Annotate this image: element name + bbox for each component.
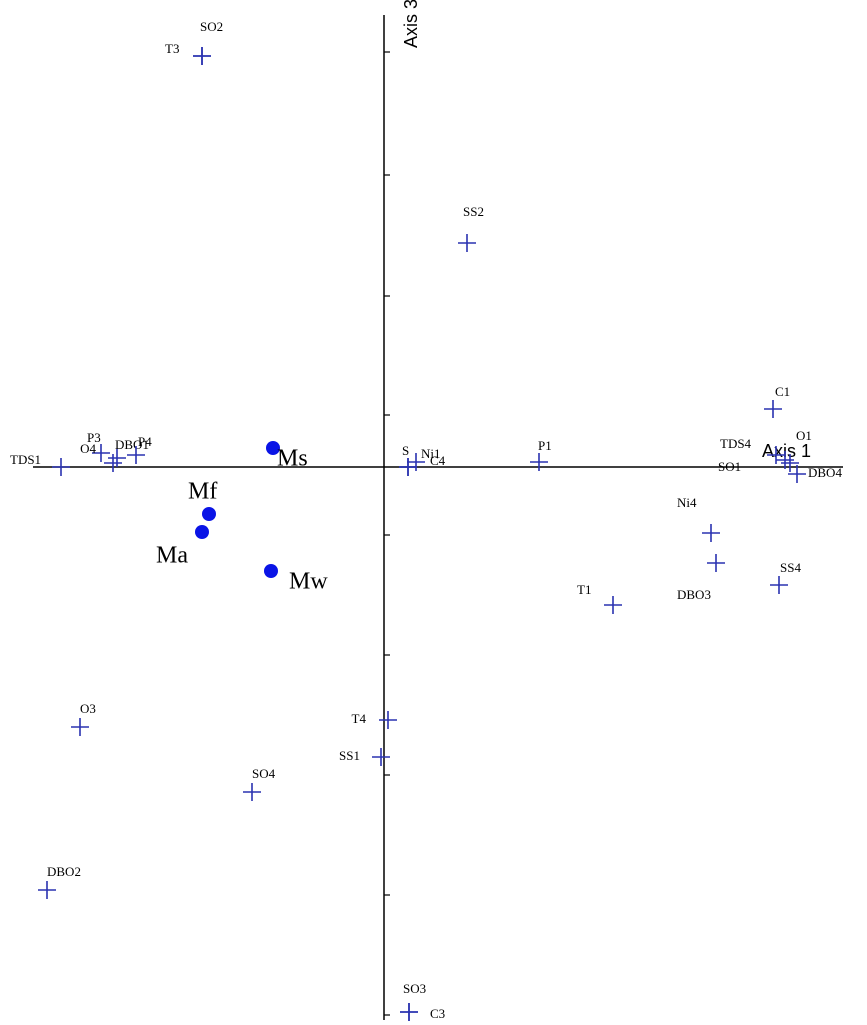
point-label: TDS1 [10, 452, 41, 467]
y-axis-title: Axis 3 [401, 0, 421, 48]
point-label: T4 [352, 711, 367, 726]
point-label: P1 [538, 438, 552, 453]
point-label: DBO2 [47, 864, 81, 879]
point [372, 748, 390, 766]
point-label: T3 [165, 41, 179, 56]
point [781, 454, 799, 472]
point [399, 458, 417, 476]
point [52, 458, 70, 476]
point-label: SS1 [339, 748, 360, 763]
point [202, 507, 216, 521]
point [38, 881, 56, 899]
point [764, 400, 782, 418]
point [604, 596, 622, 614]
point-label: C1 [775, 384, 790, 399]
point-label: S [402, 443, 409, 458]
point-label: SS2 [463, 204, 484, 219]
point [400, 1003, 418, 1021]
point-label: T1 [577, 582, 591, 597]
point [379, 711, 397, 729]
point [702, 524, 720, 542]
point [770, 576, 788, 594]
point [788, 465, 806, 483]
point [195, 525, 209, 539]
point-label: SS4 [780, 560, 801, 575]
point [193, 47, 211, 65]
point-label: DBO3 [677, 587, 711, 602]
point-label: O4 [80, 441, 96, 456]
point-label: DBO1 [115, 437, 149, 452]
point [767, 446, 785, 464]
point-label: SO2 [200, 19, 223, 34]
point [243, 783, 261, 801]
point-label: SO3 [403, 981, 426, 996]
point [104, 454, 122, 472]
point [266, 441, 280, 455]
point [92, 444, 110, 462]
point-label: C3 [430, 1006, 445, 1021]
point-label: Ma [156, 543, 188, 569]
point-label: SO4 [252, 766, 276, 781]
point [71, 718, 89, 736]
point [530, 453, 548, 471]
point-label: SO1 [718, 459, 741, 474]
point-label: Ni4 [677, 495, 697, 510]
point [127, 446, 145, 464]
x-axis-title: Axis 1 [762, 441, 811, 461]
point-label: TDS4 [720, 436, 752, 451]
point-label: P4 [138, 434, 152, 449]
point [776, 451, 794, 469]
point [458, 234, 476, 252]
point-label: O3 [80, 701, 96, 716]
point-label: DBO4 [808, 465, 842, 480]
point [108, 449, 126, 467]
point [407, 453, 425, 471]
point-label: Mw [289, 569, 328, 595]
point-label: Ms [277, 446, 308, 472]
point-label: P3 [87, 430, 101, 445]
point [707, 554, 725, 572]
point [264, 564, 278, 578]
point-label: C4 [430, 453, 446, 468]
point-label: O1 [796, 428, 812, 443]
point-label: Mf [188, 479, 217, 505]
point-label: Ni1 [421, 446, 441, 461]
